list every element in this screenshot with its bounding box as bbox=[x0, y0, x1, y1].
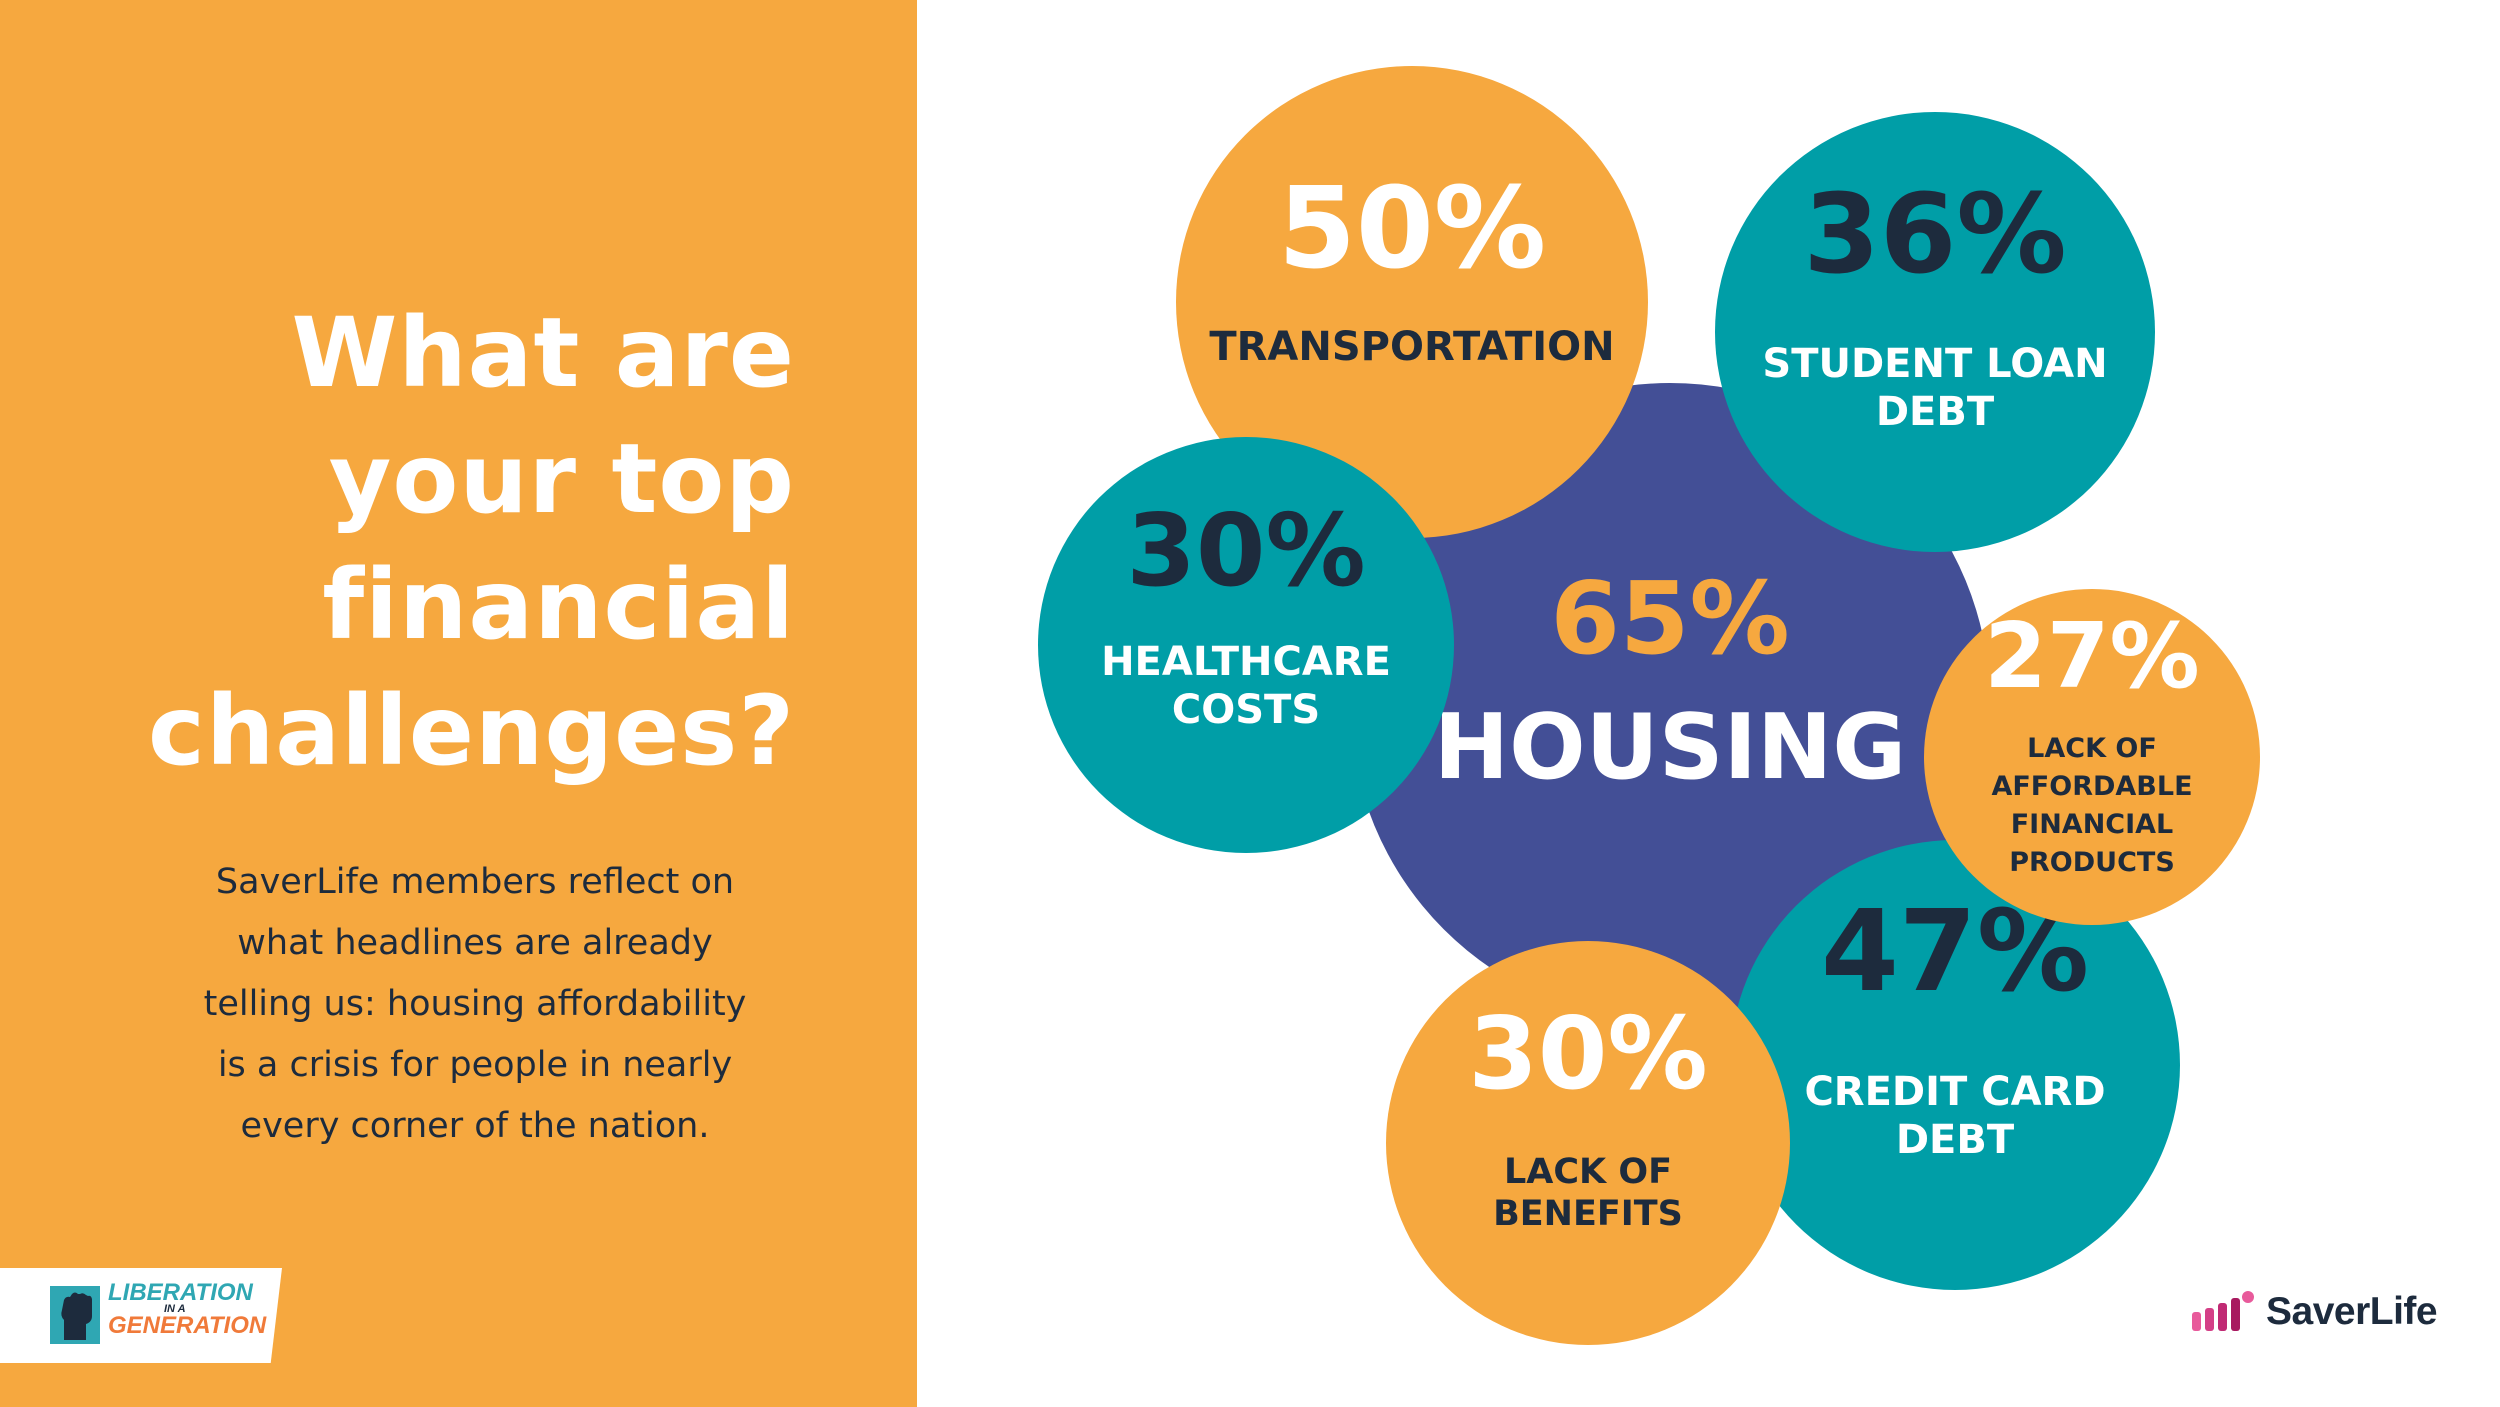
bubble-label-lack-of-affordable-financial-products: PRODUCTS bbox=[2009, 847, 2175, 878]
bubble-label-credit-card-debt: CREDIT CARD bbox=[1804, 1069, 2105, 1115]
description-line: SaverLife members reflect on bbox=[215, 862, 735, 902]
bubble-label-student-loan-debt: DEBT bbox=[1876, 389, 1995, 435]
bubble-label-housing: HOUSING bbox=[1434, 695, 1906, 800]
bubble-value-healthcare-costs: 30% bbox=[1126, 492, 1365, 609]
bubble-label-healthcare-costs: HEALTHCARE bbox=[1101, 639, 1391, 685]
bubble-label-lack-of-benefits: BENEFITS bbox=[1493, 1194, 1683, 1234]
left-panel: What are your top financial challenges? … bbox=[0, 0, 917, 1407]
saverlife-wordmark: SaverLife bbox=[2266, 1290, 2438, 1333]
title-line: challenges? bbox=[148, 675, 795, 787]
description-line: every corner of the nation. bbox=[240, 1106, 710, 1146]
bubble-value-transportation: 50% bbox=[1278, 164, 1546, 294]
bubble-circle-student-loan-debt bbox=[1715, 112, 2155, 552]
bubble-housing: 65% HOUSING bbox=[1350, 383, 1990, 1023]
saverlife-logo: SaverLife bbox=[2190, 1282, 2438, 1342]
bubble-label-student-loan-debt: STUDENT LOAN bbox=[1762, 341, 2107, 387]
description-line: telling us: housing affordability bbox=[203, 984, 747, 1024]
bubble-transportation: 50% TRANSPORTATION bbox=[1176, 66, 1648, 538]
title-line: What are bbox=[291, 297, 795, 409]
badge-line: GENERATION bbox=[108, 1312, 267, 1339]
bubble-circle-housing bbox=[1350, 383, 1990, 1023]
bubble-label-healthcare-costs: COSTS bbox=[1172, 687, 1320, 733]
title-line: financial bbox=[322, 549, 795, 661]
description-line: what headlines are already bbox=[237, 923, 713, 963]
description-text: SaverLife members reflect on what headli… bbox=[160, 852, 790, 1157]
bubble-value-housing: 65% bbox=[1550, 560, 1789, 677]
bubble-value-student-loan-debt: 36% bbox=[1803, 170, 2066, 298]
bubble-value-lack-of-benefits: 30% bbox=[1468, 995, 1707, 1112]
bubble-circle-credit-card-debt bbox=[1730, 840, 2180, 1290]
bubble-lack-of-affordable-financial-products: 27% LACK OF AFFORDABLE FINANCIAL PRODUCTS bbox=[1924, 589, 2260, 925]
bubble-label-lack-of-affordable-financial-products: FINANCIAL bbox=[2011, 809, 2174, 840]
bubble-label-credit-card-debt: DEBT bbox=[1896, 1117, 2015, 1163]
bubble-circle-transportation bbox=[1176, 66, 1648, 538]
bubble-label-lack-of-affordable-financial-products: LACK OF bbox=[2027, 733, 2157, 764]
badge-line: LIBERATION bbox=[108, 1279, 253, 1306]
bubble-label-lack-of-affordable-financial-products: AFFORDABLE bbox=[1991, 771, 2192, 802]
liberation-badge: LIBERATION IN A GENERATION bbox=[0, 1268, 282, 1363]
badge-text: LIBERATION IN A GENERATION bbox=[108, 1279, 267, 1339]
page-title: What are your top financial challenges? bbox=[35, 290, 795, 794]
bubble-label-transportation: TRANSPORTATION bbox=[1209, 324, 1614, 370]
badge-line: IN A bbox=[164, 1303, 186, 1315]
bubble-circle-lack-of-affordable-financial-products bbox=[1924, 589, 2260, 925]
title-line: your top bbox=[328, 423, 795, 535]
bubble-value-lack-of-affordable-financial-products: 27% bbox=[1984, 604, 2199, 709]
bubble-circle-lack-of-benefits bbox=[1386, 941, 1790, 1345]
saverlife-bars-icon bbox=[2190, 1290, 2256, 1334]
bubble-label-lack-of-benefits: LACK OF bbox=[1504, 1152, 1672, 1192]
bubble-circle-healthcare-costs bbox=[1038, 437, 1454, 853]
raised-fist-icon bbox=[50, 1286, 100, 1344]
description-line: is a crisis for people in nearly bbox=[217, 1045, 733, 1085]
